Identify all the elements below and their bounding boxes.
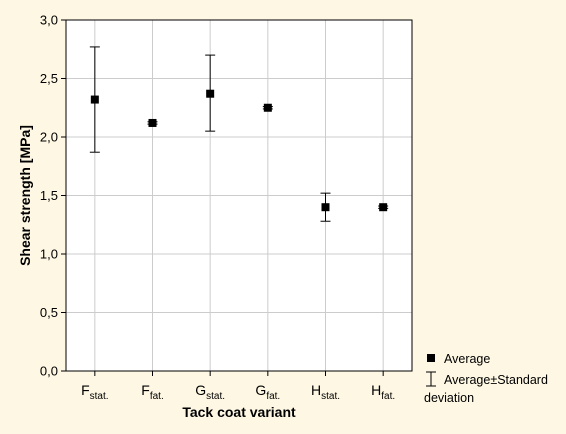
y-tick-label: 2,5 (40, 71, 58, 86)
plot-frame (65, 19, 413, 372)
x-tick-label: Gfat. (255, 382, 280, 402)
average-point (148, 118, 157, 127)
legend-error-bar-icon (426, 371, 436, 387)
average-point (90, 95, 99, 104)
average-point (206, 89, 215, 98)
y-tick-label: 1,5 (40, 188, 58, 203)
legend-square-marker-icon (427, 354, 435, 362)
legend: Average Average±Standard deviation (424, 352, 548, 405)
y-tick-label: 0,5 (40, 305, 58, 320)
legend-error-bar-label-line2: deviation (424, 391, 474, 405)
average-point (379, 203, 388, 212)
x-axis-ticks: Fstat. Ffat. Gstat. Gfat. Hstat. Hfat. (81, 371, 395, 402)
x-axis-title: Tack coat variant (182, 404, 296, 420)
y-tick-label: 3,0 (40, 13, 58, 28)
y-tick-label: 2,0 (40, 130, 58, 145)
y-tick-label: 1,0 (40, 247, 58, 262)
legend-error-bar-label-line1: Average±Standard (444, 373, 548, 387)
x-tick-label: Hstat. (311, 382, 340, 402)
legend-average-label: Average (444, 352, 490, 366)
x-tick-label: Fstat. (81, 382, 108, 402)
y-axis-title: Shear strength [MPa] (17, 125, 33, 266)
x-tick-label: Hfat. (371, 382, 395, 402)
x-tick-label: Gstat. (195, 382, 225, 402)
average-point (321, 203, 330, 212)
average-point (263, 103, 272, 112)
data-points (90, 89, 388, 212)
y-tick-label: 0,0 (40, 364, 58, 379)
y-axis-ticks: 0,0 0,5 1,0 1,5 2,0 2,5 3,0 (40, 13, 66, 379)
x-tick-label: Ffat. (141, 382, 163, 402)
